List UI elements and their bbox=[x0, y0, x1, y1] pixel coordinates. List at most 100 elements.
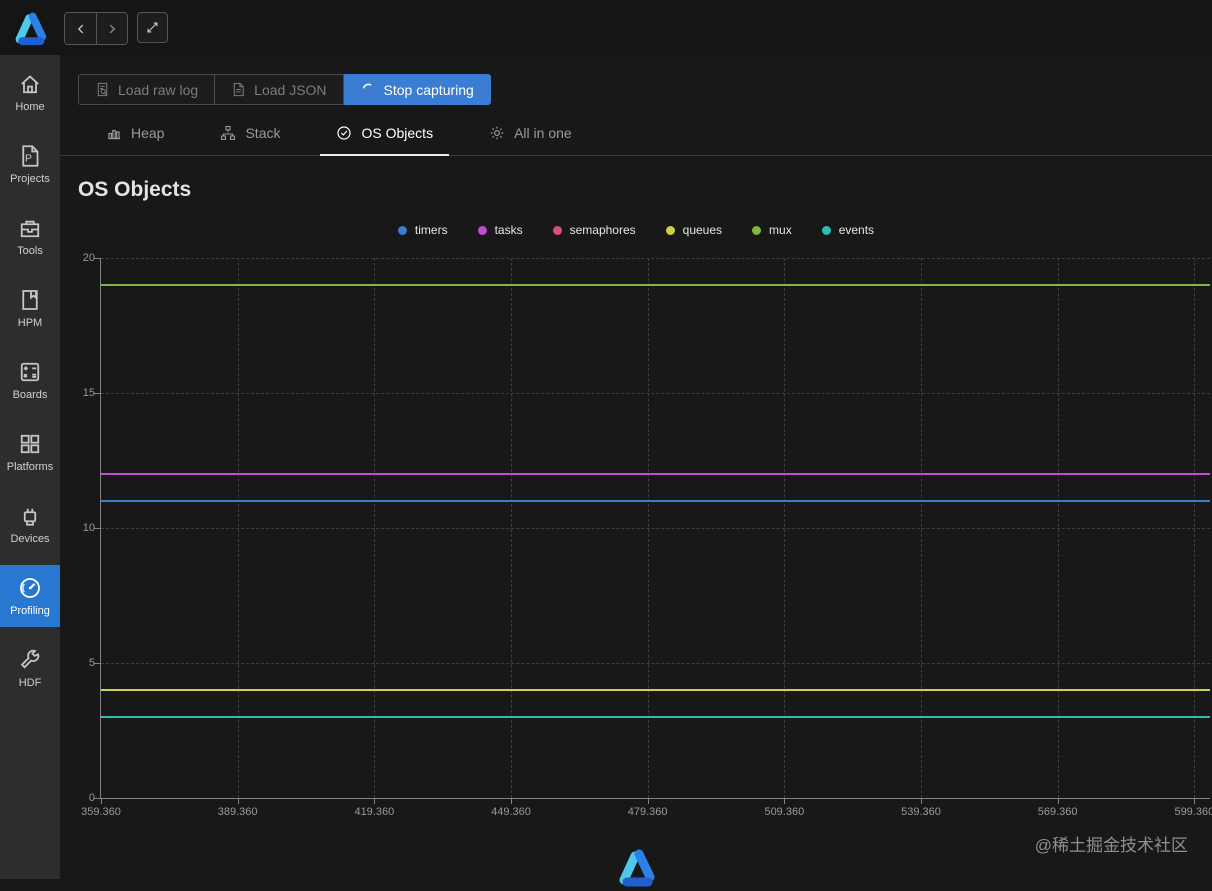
sidebar-item-tools[interactable]: Tools bbox=[0, 205, 60, 267]
spinner-icon bbox=[362, 83, 374, 96]
x-tick-mark bbox=[374, 798, 376, 804]
sidebar-item-label: Platforms bbox=[6, 460, 54, 473]
x-tick-mark bbox=[647, 798, 649, 804]
tab-label: Heap bbox=[131, 124, 165, 141]
back-button[interactable] bbox=[65, 13, 96, 44]
chevron-left-icon bbox=[77, 24, 83, 33]
legend-label: tasks bbox=[494, 223, 523, 237]
y-gridline bbox=[101, 663, 1210, 664]
usb-device-icon bbox=[18, 504, 42, 528]
x-tick-mark bbox=[237, 798, 239, 804]
legend-label: timers bbox=[414, 223, 448, 237]
x-gridline bbox=[510, 258, 512, 798]
x-tick-mark bbox=[920, 798, 922, 804]
sidebar-item-boards[interactable]: Boards bbox=[0, 349, 60, 411]
load-raw-log-label: Load raw log bbox=[118, 81, 199, 98]
sidebar-item-platforms[interactable]: Platforms bbox=[0, 421, 60, 483]
footer-logo-icon bbox=[619, 849, 655, 887]
x-tick-mark bbox=[784, 798, 786, 804]
sidebar-item-profiling[interactable]: Profiling bbox=[0, 565, 60, 627]
series-line-tasks bbox=[101, 473, 1210, 475]
legend-label: semaphores bbox=[569, 223, 636, 237]
x-gridline bbox=[647, 258, 649, 798]
legend-dot bbox=[821, 225, 831, 235]
sidebar-item-home[interactable]: Home bbox=[0, 61, 60, 123]
book-bookmark-icon bbox=[18, 288, 42, 312]
sidebar: Home P Projects Tools HPM bbox=[0, 55, 60, 879]
x-gridline bbox=[1194, 258, 1196, 798]
x-tick-label: 449.360 bbox=[491, 806, 531, 818]
x-gridline bbox=[1057, 258, 1059, 798]
plot-area: 0 5 10 15 20 359.360 389.360 419.360 449.360 479.… bbox=[81, 252, 1212, 818]
x-gridline bbox=[374, 258, 376, 798]
project-file-icon: P bbox=[18, 144, 42, 168]
load-json-label: Load JSON bbox=[254, 81, 327, 98]
x-tick-label: 569.360 bbox=[1037, 806, 1078, 818]
tab-label: Stack bbox=[245, 124, 281, 141]
load-json-button[interactable]: Load JSON bbox=[215, 74, 344, 105]
svg-text:P: P bbox=[25, 152, 32, 164]
app-logo-icon bbox=[15, 12, 47, 46]
legend-label: queues bbox=[682, 223, 723, 237]
chevron-right-icon bbox=[109, 24, 116, 33]
bar-chart-icon bbox=[106, 125, 122, 141]
sidebar-item-label: Devices bbox=[10, 532, 50, 545]
chart-legend: timers tasks semaphores queues mux events bbox=[60, 223, 1212, 237]
x-tick-label: 389.360 bbox=[217, 806, 258, 818]
legend-item-events[interactable]: events bbox=[821, 223, 875, 237]
legend-item-mux[interactable]: mux bbox=[752, 223, 792, 237]
x-tick-label: 359.360 bbox=[81, 806, 121, 818]
badge-check-icon bbox=[336, 125, 352, 141]
expand-button[interactable] bbox=[137, 12, 168, 43]
x-tick-label: 419.360 bbox=[354, 806, 395, 818]
stop-capturing-button[interactable]: Stop capturing bbox=[343, 74, 491, 105]
app-logo bbox=[6, 4, 54, 52]
sidebar-item-hdf[interactable]: HDF bbox=[0, 637, 60, 699]
stop-capturing-label: Stop capturing bbox=[383, 81, 474, 98]
tab-heap[interactable]: Heap bbox=[90, 112, 180, 156]
legend-item-tasks[interactable]: tasks bbox=[477, 223, 523, 237]
legend-label: events bbox=[838, 223, 875, 237]
page-title: OS Objects bbox=[78, 178, 192, 201]
legend-item-timers[interactable]: timers bbox=[397, 223, 448, 237]
y-gridline bbox=[101, 393, 1210, 394]
legend-dot bbox=[665, 225, 675, 235]
x-tick-label: 479.360 bbox=[627, 806, 668, 818]
tab-os-objects[interactable]: OS Objects bbox=[320, 112, 450, 156]
sidebar-item-projects[interactable]: P Projects bbox=[0, 133, 60, 195]
tab-all-in-one[interactable]: All in one bbox=[473, 112, 588, 156]
wrench-icon bbox=[18, 648, 42, 672]
hierarchy-icon bbox=[220, 125, 236, 141]
nav-history-group bbox=[64, 12, 128, 45]
y-tick-mark bbox=[94, 393, 101, 394]
sidebar-item-devices[interactable]: Devices bbox=[0, 493, 60, 555]
home-icon bbox=[18, 72, 42, 96]
legend-dot bbox=[477, 225, 487, 235]
y-tick-label: 15 bbox=[82, 387, 95, 399]
footer-logo bbox=[612, 843, 660, 891]
x-tick-mark bbox=[101, 798, 102, 804]
y-tick-mark bbox=[94, 258, 101, 259]
y-tick-label: 5 bbox=[88, 657, 95, 669]
legend-item-queues[interactable]: queues bbox=[665, 223, 723, 237]
tab-stack[interactable]: Stack bbox=[204, 112, 296, 156]
forward-button[interactable] bbox=[96, 13, 127, 44]
x-tick-mark bbox=[1194, 798, 1196, 804]
sidebar-item-hpm[interactable]: HPM bbox=[0, 277, 60, 339]
y-tick-label: 10 bbox=[82, 522, 95, 534]
y-tick-label: 20 bbox=[82, 252, 95, 264]
legend-item-semaphores[interactable]: semaphores bbox=[552, 223, 636, 237]
y-tick-label: 0 bbox=[88, 792, 95, 804]
document-search-icon bbox=[97, 82, 108, 97]
document-icon bbox=[233, 82, 244, 97]
toolbox-icon bbox=[18, 216, 42, 240]
x-tick-mark bbox=[1057, 798, 1059, 804]
main-content: Load raw log Load JSON Stop capturing He… bbox=[60, 55, 1212, 887]
gear-icon bbox=[489, 125, 505, 141]
series-line-queues bbox=[101, 689, 1210, 691]
grid-icon bbox=[18, 432, 42, 456]
os-objects-chart: 0 5 10 15 20 359.360 389.360 419.360 449.360 479.… bbox=[60, 252, 1212, 833]
x-gridline bbox=[784, 258, 786, 798]
load-raw-log-button[interactable]: Load raw log bbox=[78, 74, 216, 105]
capture-toolbar: Load raw log Load JSON Stop capturing bbox=[78, 74, 491, 105]
